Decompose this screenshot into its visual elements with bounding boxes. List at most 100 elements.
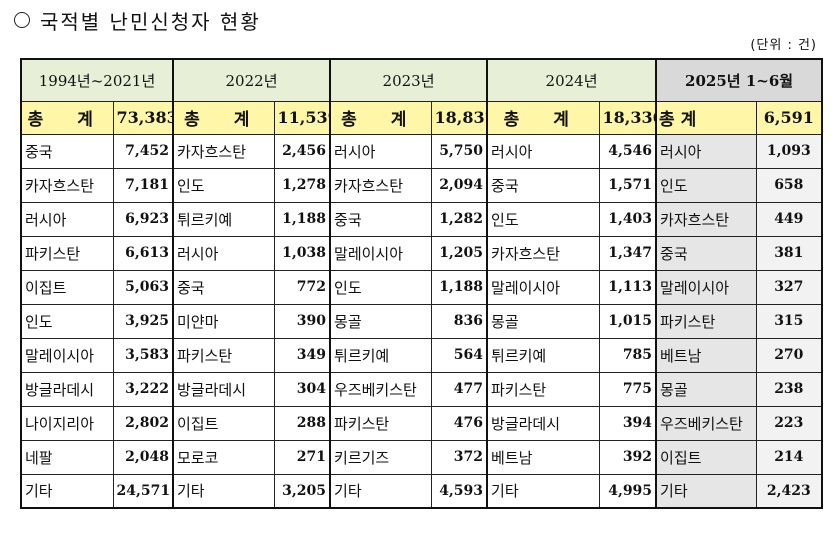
country-cell: 방글라데시 [486,405,600,441]
country-cell: 중국 [655,235,757,271]
country-cell: 인도 [655,167,757,203]
count-cell: 5,750 [430,133,488,169]
country-cell: 중국 [486,167,600,203]
count-cell: 6,613 [112,235,174,271]
count-cell: 372 [430,439,488,475]
count-cell: 6,923 [112,201,174,237]
country-cell: 말레이시아 [486,269,600,305]
table-header-row: 1994년~2021년 2022년 2023년 2024년 2025년 1~6월 [20,58,824,102]
country-cell: 중국 [172,269,275,305]
total-value: 11,539 [273,100,331,135]
count-cell: 2,048 [112,439,174,475]
count-cell: 1,571 [598,167,657,203]
period-header: 2024년 [486,58,657,102]
country-cell: 카자흐스탄 [655,201,757,237]
count-cell: 270 [755,337,824,373]
count-cell: 4,593 [430,473,488,509]
country-cell: 파키스탄 [655,303,757,339]
count-cell: 2,094 [430,167,488,203]
count-cell: 2,802 [112,405,174,441]
country-cell: 인도 [329,269,432,305]
country-cell: 말레이시아 [655,269,757,305]
count-cell: 392 [598,439,657,475]
total-label: 총 계 [172,100,275,135]
country-cell: 우즈베키스탄 [329,371,432,407]
country-cell: 중국 [329,201,432,237]
period-header: 2023년 [329,58,488,102]
table-row: 말레이시아 3,583 파키스탄 349 튀르키예 564 튀르키예 785 베트남 270 [20,337,824,373]
country-cell: 기타 [172,473,275,509]
count-cell: 3,925 [112,303,174,339]
total-value: 73,383 [112,100,174,135]
count-cell: 315 [755,303,824,339]
country-cell: 러시아 [329,133,432,169]
count-cell: 1,093 [755,133,824,169]
title-text: 국적별 난민신청자 현황 [40,9,261,34]
country-cell: 기타 [329,473,432,509]
country-cell: 튀르키예 [486,337,600,373]
count-cell: 1,205 [430,235,488,271]
count-cell: 5,063 [112,269,174,305]
country-cell: 베트남 [655,337,757,373]
country-cell: 카자흐스탄 [486,235,600,271]
count-cell: 394 [598,405,657,441]
country-cell: 이집트 [655,439,757,475]
count-cell: 1,347 [598,235,657,271]
country-cell: 카자흐스탄 [329,167,432,203]
count-cell: 223 [755,405,824,441]
count-cell: 1,403 [598,201,657,237]
count-cell: 4,995 [598,473,657,509]
unit-label: (단위 : 건) [750,38,817,53]
total-label: 총 계 [329,100,432,135]
count-cell: 658 [755,167,824,203]
table-row: 중국 7,452 카자흐스탄 2,456 러시아 5,750 러시아 4,546 러시아 1,09… [20,133,824,169]
country-cell: 모로코 [172,439,275,475]
country-cell: 파키스탄 [329,405,432,441]
count-cell: 836 [430,303,488,339]
count-cell: 1,038 [273,235,331,271]
count-cell: 7,452 [112,133,174,169]
count-cell: 785 [598,337,657,373]
country-cell: 러시아 [655,133,757,169]
count-cell: 1,282 [430,201,488,237]
refugee-applicants-table: 1994년~2021년 2022년 2023년 2024년 2025년 1~6월… [20,58,824,509]
country-cell: 인도 [486,201,600,237]
country-cell: 몽골 [486,303,600,339]
country-cell: 러시아 [20,201,114,237]
country-cell: 파키스탄 [172,337,275,373]
count-cell: 349 [273,337,331,373]
country-cell: 말레이시아 [20,337,114,373]
page-title: 국적별 난민신청자 현황 [14,4,261,36]
period-header: 2022년 [171,58,331,102]
country-cell: 중국 [20,133,114,169]
count-cell: 775 [598,371,657,407]
count-cell: 4,546 [598,133,657,169]
country-cell: 몽골 [329,303,432,339]
table-row: 카자흐스탄 7,181 인도 1,278 카자흐스탄 2,094 중국 1,571 인도 658 [20,167,824,203]
count-cell: 2,423 [755,473,824,509]
country-cell: 몽골 [655,371,757,407]
count-cell: 564 [430,337,488,373]
total-label: 총 계 [486,100,600,135]
country-cell: 파키스탄 [20,235,114,271]
total-label: 총 계 [655,100,757,135]
country-cell: 우즈베키스탄 [655,405,757,441]
circle-bullet-icon [14,12,30,28]
table-body: 1994년~2021년 2022년 2023년 2024년 2025년 1~6월… [20,58,824,509]
table-row: 이집트 5,063 중국 772 인도 1,188 말레이시아 1,113 말레이시아 327 [20,269,824,305]
count-cell: 24,571 [112,473,174,509]
country-cell: 카자흐스탄 [20,167,114,203]
country-cell: 방글라데시 [20,371,114,407]
country-cell: 이집트 [172,405,275,441]
country-cell: 기타 [655,473,757,509]
count-cell: 238 [755,371,824,407]
period-header: 2025년 1~6월 [655,58,824,102]
count-cell: 7,181 [112,167,174,203]
count-cell: 3,222 [112,371,174,407]
count-cell: 1,278 [273,167,331,203]
table-row: 방글라데시 3,222 방글라데시 304 우즈베키스탄 477 파키스탄 775 몽골 238 [20,371,824,407]
count-cell: 3,205 [273,473,331,509]
country-cell: 인도 [20,303,114,339]
table-row: 러시아 6,923 튀르키예 1,188 중국 1,282 인도 1,403 카자흐스탄 449 [20,201,824,237]
count-cell: 327 [755,269,824,305]
